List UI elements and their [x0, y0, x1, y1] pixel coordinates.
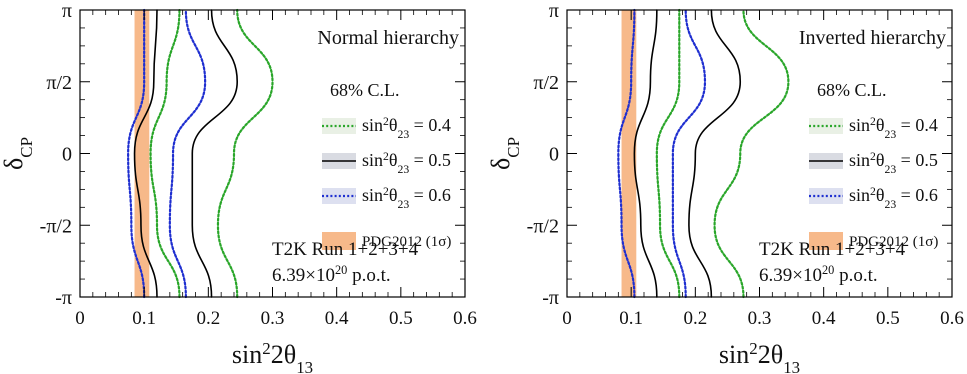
x-tick-label: 0.4	[325, 308, 349, 329]
pdg-band	[134, 10, 150, 297]
y-tick-label: -π/2	[527, 215, 559, 237]
y-tick-label: -π	[55, 287, 72, 309]
x-tick-label: 0.2	[683, 308, 707, 329]
y-tick-label: π/2	[46, 72, 72, 94]
x-tick-label: 0.1	[132, 308, 156, 329]
pdg-band	[621, 10, 637, 297]
pdg-legend-label: PDG2012 (1σ)	[362, 234, 451, 250]
x-axis-label: sin22θ13	[232, 339, 313, 374]
y-axis-label: δCP	[486, 137, 523, 170]
panel-inverted: 0 0.1 0.2 0.3 0.4 0.5 0.6 -π -π/2 0 π/2 π sin22θ13 δC…	[486, 0, 964, 374]
contour-series-0-outer	[216, 8, 274, 299]
legend-label: sin2θ23 = 0.4	[362, 115, 451, 141]
contour-series-0-inner	[149, 8, 181, 299]
contour-series-0-inner	[655, 8, 681, 299]
hierarchy-label: Inverted hierarchy	[799, 27, 946, 49]
y-tick-label: -π/2	[40, 215, 72, 237]
legend-label: sin2θ23 = 0.4	[849, 115, 938, 141]
y-tick-label: π	[549, 0, 559, 22]
contour-series-0-outer	[713, 8, 790, 299]
contour-series-1-inner	[633, 9, 658, 298]
x-tick-label: 0.6	[453, 308, 477, 329]
x-tick-label: 0.6	[940, 308, 964, 329]
legend-label: sin2θ23 = 0.5	[362, 150, 451, 176]
pot-annotation: 6.39×1020 p.o.t.	[759, 263, 878, 286]
x-tick-label: 0.4	[812, 308, 836, 329]
y-axis-label: δCP	[0, 137, 36, 170]
y-tick-label: 0	[62, 144, 72, 166]
legend-label: sin2θ23 = 0.6	[849, 185, 938, 211]
contour-series-2-inner	[127, 8, 146, 299]
y-tick-label: -π	[542, 287, 559, 309]
x-tick-label: 0.5	[876, 308, 900, 329]
contour-series-2-inner	[617, 8, 636, 299]
y-tick-label: π	[62, 0, 72, 22]
y-tick-label: 0	[549, 144, 559, 166]
pot-annotation: 6.39×1020 p.o.t.	[272, 263, 391, 286]
panel-normal: 0 0.1 0.2 0.3 0.4 0.5 0.6 -π -π/2 0 π/2 π sin22θ13 δC…	[0, 0, 477, 374]
pdg-swatch	[809, 232, 843, 250]
x-tick-label: 0	[562, 308, 572, 329]
x-tick-label: 0	[75, 308, 85, 329]
x-tick-label: 0.2	[196, 308, 220, 329]
legend-title: 68% C.L.	[330, 80, 400, 100]
y-tick-label: π/2	[533, 72, 559, 94]
contour-series-2-outer	[671, 8, 707, 299]
x-tick-label: 0.5	[389, 308, 413, 329]
hierarchy-label: Normal hierarchy	[317, 27, 459, 49]
contour-series-1-inner	[133, 9, 158, 298]
contour-series-1-outer	[688, 9, 742, 298]
x-tick-label: 0.1	[619, 308, 643, 329]
legend-label: sin2θ23 = 0.5	[849, 150, 938, 176]
run-annotation: T2K Run 1+2+3+4	[759, 239, 906, 260]
pdg-swatch	[322, 232, 356, 250]
pdg-legend-label: PDG2012 (1σ)	[849, 234, 938, 250]
x-tick-label: 0.3	[261, 308, 285, 329]
legend-title: 68% C.L.	[817, 80, 887, 100]
run-annotation: T2K Run 1+2+3+4	[272, 239, 419, 260]
contour-series-1-outer	[191, 9, 239, 298]
x-tick-label: 0.3	[748, 308, 772, 329]
contour-series-2-outer	[168, 8, 207, 299]
x-axis-label: sin22θ13	[719, 339, 800, 374]
legend-label: sin2θ23 = 0.6	[362, 185, 451, 211]
